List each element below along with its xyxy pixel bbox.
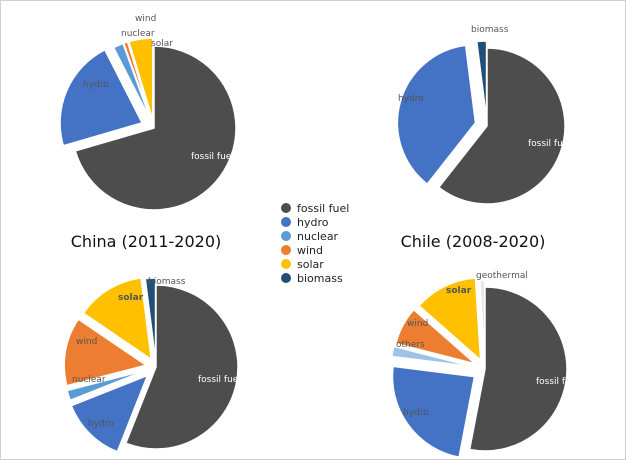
slice-label-fossil-fuel: fossil fuel xyxy=(198,375,241,385)
legend-swatch-solar xyxy=(281,259,291,269)
slice-label-fossil-fuel: fossil fuel xyxy=(191,152,234,162)
chart-title-chile: Chile (2008-2020) xyxy=(401,232,546,251)
slice-label-fossil-fuel: fossil fuel xyxy=(536,377,579,387)
pie-slice-wind xyxy=(122,41,153,121)
slice-label-wind: wind xyxy=(407,319,428,329)
legend-label-hydro: hydro xyxy=(297,216,329,229)
legend-swatch-fossil-fuel xyxy=(281,203,291,213)
pie-slice-others xyxy=(391,345,474,368)
legend-label-solar: solar xyxy=(297,258,324,271)
slice-label-hydro: hydro xyxy=(403,408,429,418)
pie-bottom-right: fossil fuel hydro others wind solar geotherma… xyxy=(391,271,579,459)
slice-label-biomass: biomass xyxy=(471,25,509,35)
slice-label-wind: wind xyxy=(135,14,156,24)
slice-label-hydro: hydro xyxy=(88,419,114,429)
slice-label-biomass: biomass xyxy=(148,277,186,287)
pie-slice-nuclear xyxy=(66,369,147,402)
legend-swatch-nuclear xyxy=(281,231,291,241)
pie-slice-fossil-fuel xyxy=(468,286,568,452)
pie-slice-solar xyxy=(82,277,153,361)
pie-slice-biomass xyxy=(144,277,157,361)
pie-slice-fossil-fuel xyxy=(437,47,566,205)
slice-label-solar: solar xyxy=(151,39,173,49)
slice-label-solar: solar xyxy=(446,286,472,296)
pie-chile: fossil fuel hydro biomass xyxy=(396,25,571,205)
pie-slice-hydro xyxy=(70,374,149,453)
pie-slice-fossil-fuel xyxy=(124,284,239,450)
pie-slice-solar xyxy=(128,37,154,121)
slice-label-others: others xyxy=(396,340,425,350)
pie-slice-biomass xyxy=(475,40,488,120)
pie-slice-hydro xyxy=(391,365,476,459)
legend: fossil fuel hydro nuclear wind solar bio… xyxy=(281,202,349,285)
pie-china: fossil fuel hydro nuclear wind solar xyxy=(59,14,237,211)
chart-title-china: China (2011-2020) xyxy=(71,232,221,251)
pie-slice-geothermal xyxy=(478,279,486,363)
pie-slice-hydro xyxy=(59,48,144,147)
pie-slice-wind xyxy=(394,308,476,365)
legend-swatch-wind xyxy=(281,245,291,255)
slice-label-nuclear: nuclear xyxy=(72,375,106,385)
legend-swatch-biomass xyxy=(281,273,291,283)
slice-label-solar: solar xyxy=(118,293,144,303)
slice-label-hydro: hydro xyxy=(83,80,109,90)
slice-label-nuclear: nuclear xyxy=(121,29,155,39)
pie-slice-hydro xyxy=(396,44,477,186)
pie-bottom-left: fossil fuel hydro nuclear wind solar biomass xyxy=(63,277,241,453)
slice-label-wind: wind xyxy=(76,337,97,347)
legend-swatch-hydro xyxy=(281,217,291,227)
slice-label-fossil-fuel: fossil fuel xyxy=(528,139,571,149)
legend-label-fossil-fuel: fossil fuel xyxy=(297,202,349,215)
pie-slice-fossil-fuel xyxy=(74,45,237,211)
pie-slice-solar xyxy=(418,277,482,362)
slice-label-geothermal: geothermal xyxy=(476,271,528,281)
pie-slice-wind xyxy=(63,318,148,387)
legend-label-biomass: biomass xyxy=(297,272,343,285)
legend-label-nuclear: nuclear xyxy=(297,230,339,243)
legend-label-wind: wind xyxy=(297,244,323,257)
slice-label-hydro: hydro xyxy=(398,94,424,104)
